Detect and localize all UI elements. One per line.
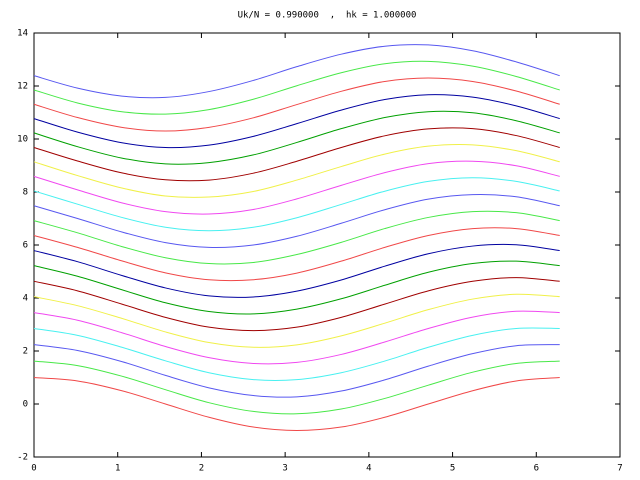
series-line	[33, 127, 560, 182]
x-tick-label: 7	[617, 464, 622, 474]
x-tick-label: 1	[115, 464, 120, 474]
y-tick-label: 0	[23, 400, 28, 410]
x-tick-label: 6	[534, 464, 539, 474]
series-line	[33, 243, 560, 298]
x-tick-label: 4	[366, 464, 371, 474]
y-tick-label: 6	[23, 241, 28, 251]
series-line	[33, 177, 560, 232]
series-line	[33, 60, 560, 115]
y-tick-label: 2	[23, 347, 28, 357]
y-tick-label: -2	[17, 453, 28, 463]
series-line	[33, 277, 560, 332]
series-line	[33, 327, 560, 381]
series-line	[33, 310, 560, 365]
x-tick-label: 3	[282, 464, 287, 474]
series-line	[33, 260, 560, 315]
y-tick-label: 4	[23, 294, 28, 304]
chart-title: Uk/N = 0.990000 , hk = 1.000000	[238, 11, 417, 21]
series-line	[33, 144, 560, 198]
series-line	[33, 44, 560, 99]
series-line	[33, 360, 560, 415]
series-line	[33, 344, 560, 398]
x-tick-label: 2	[199, 464, 204, 474]
series-line	[33, 377, 560, 432]
series-line	[33, 77, 560, 132]
series-line	[33, 110, 560, 165]
series-line	[33, 194, 560, 248]
series-line	[33, 227, 560, 282]
y-tick-label: 8	[23, 188, 28, 198]
y-tick-label: 12	[17, 82, 28, 92]
y-tick-label: 14	[17, 29, 28, 39]
x-tick-label: 5	[450, 464, 455, 474]
series-line	[33, 210, 560, 265]
y-tick-label: 10	[17, 135, 28, 145]
series-line	[33, 94, 560, 149]
series-line	[33, 160, 560, 215]
series-line	[33, 293, 560, 348]
x-tick-label: 0	[31, 464, 36, 474]
